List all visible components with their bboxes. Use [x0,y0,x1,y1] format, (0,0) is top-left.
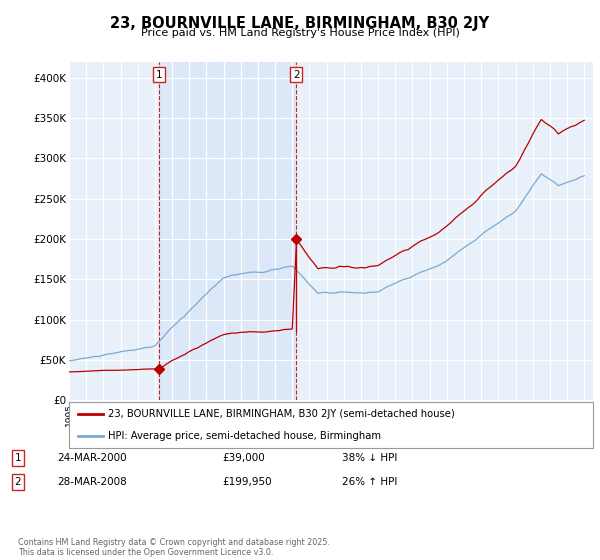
Text: 2: 2 [293,69,299,80]
Text: £39,000: £39,000 [222,453,265,463]
Text: Price paid vs. HM Land Registry's House Price Index (HPI): Price paid vs. HM Land Registry's House … [140,28,460,38]
Text: 23, BOURNVILLE LANE, BIRMINGHAM, B30 2JY (semi-detached house): 23, BOURNVILLE LANE, BIRMINGHAM, B30 2JY… [108,409,455,419]
Text: Contains HM Land Registry data © Crown copyright and database right 2025.
This d: Contains HM Land Registry data © Crown c… [18,538,330,557]
Text: 28-MAR-2008: 28-MAR-2008 [57,477,127,487]
Text: £199,950: £199,950 [222,477,272,487]
Text: 26% ↑ HPI: 26% ↑ HPI [342,477,397,487]
Text: HPI: Average price, semi-detached house, Birmingham: HPI: Average price, semi-detached house,… [108,431,381,441]
Text: 23, BOURNVILLE LANE, BIRMINGHAM, B30 2JY: 23, BOURNVILLE LANE, BIRMINGHAM, B30 2JY [110,16,490,31]
Text: 38% ↓ HPI: 38% ↓ HPI [342,453,397,463]
Text: 24-MAR-2000: 24-MAR-2000 [57,453,127,463]
Text: 2: 2 [14,477,22,487]
Bar [159,62,296,400]
Text: 1: 1 [14,453,22,463]
Text: 1: 1 [155,69,162,80]
